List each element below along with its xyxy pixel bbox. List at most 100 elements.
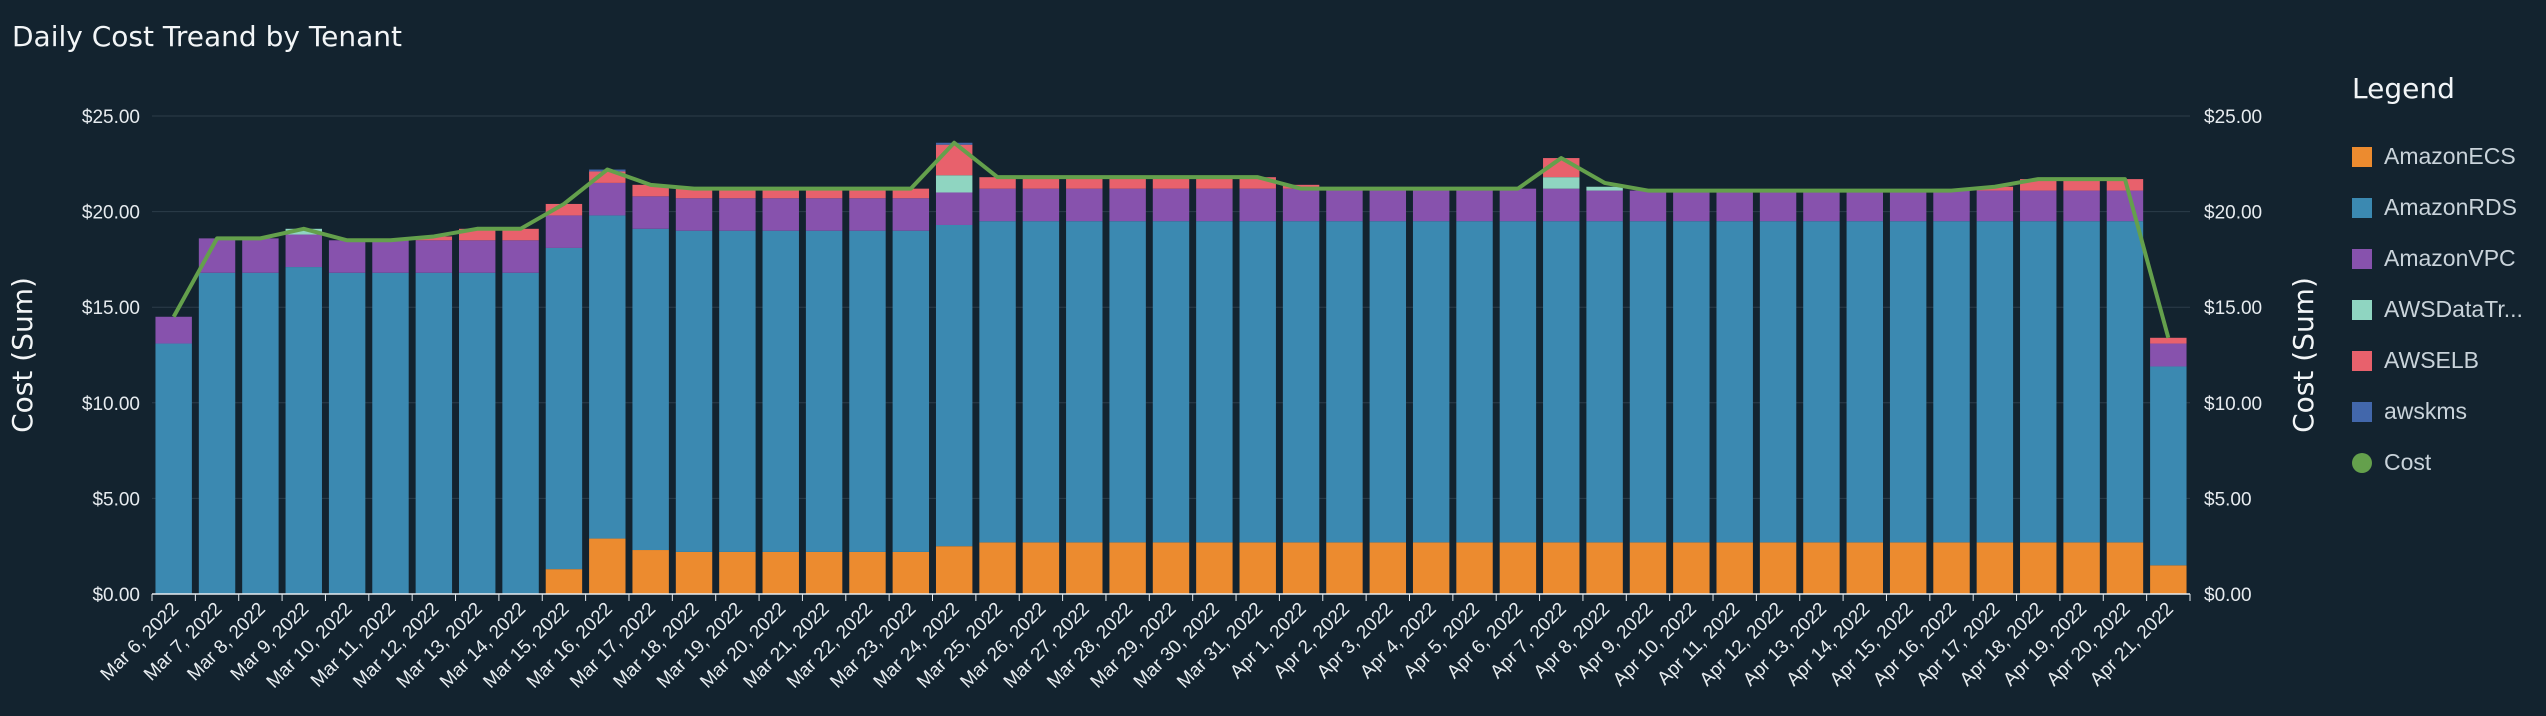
y-tick-label-right: $20.00 bbox=[2204, 203, 2262, 224]
bar-segment bbox=[2150, 366, 2187, 566]
legend-label: awskms bbox=[2384, 398, 2468, 424]
bar-segment bbox=[502, 240, 539, 273]
bar-segment bbox=[415, 272, 453, 594]
bar-segment bbox=[1369, 221, 1407, 543]
bar-segment bbox=[1066, 188, 1103, 222]
bar-segment bbox=[1586, 542, 1623, 594]
legend-item[interactable]: AWSELB bbox=[2352, 335, 2542, 386]
bar-segment bbox=[805, 230, 843, 552]
bar-segment bbox=[1239, 188, 1276, 222]
legend-item[interactable]: AmazonECS bbox=[2352, 131, 2542, 182]
bar-segment bbox=[2063, 542, 2100, 594]
bar-segment bbox=[1196, 221, 1233, 543]
legend-label: AWSELB bbox=[2384, 347, 2480, 373]
bar-segment bbox=[1022, 221, 1060, 543]
bar-segment bbox=[545, 215, 583, 248]
bar-segment bbox=[935, 192, 973, 225]
bar-segment bbox=[719, 188, 756, 199]
bar-segment bbox=[1282, 542, 1320, 594]
bar-segment bbox=[2106, 542, 2144, 594]
bar-segment bbox=[1846, 221, 1883, 543]
legend-item[interactable]: AWSDataTr... bbox=[2352, 284, 2542, 335]
bar-segment bbox=[675, 198, 713, 231]
legend-square-swatch bbox=[2352, 146, 2372, 167]
bar-segment bbox=[632, 550, 669, 594]
bar-segment bbox=[372, 272, 409, 594]
bar-segment bbox=[2063, 179, 2100, 191]
bar-segment bbox=[892, 188, 930, 199]
bar-segment bbox=[849, 188, 886, 199]
bar-segment bbox=[1282, 221, 1320, 543]
bar-segment bbox=[2020, 179, 2057, 191]
legend-item[interactable]: Cost bbox=[2352, 437, 2542, 488]
legend-item[interactable]: AmazonRDS bbox=[2352, 182, 2542, 233]
y-tick-label-right: $15.00 bbox=[2204, 298, 2262, 319]
bar-segment bbox=[1499, 188, 1537, 222]
bar-segment bbox=[1066, 542, 1103, 594]
legend-label: Cost bbox=[2384, 449, 2432, 475]
bar-segment bbox=[849, 230, 886, 552]
bar-segment bbox=[719, 230, 756, 552]
bar-segment bbox=[1543, 177, 1580, 189]
bar-segment bbox=[1933, 542, 1970, 594]
y-tick-label-left: $20.00 bbox=[82, 203, 140, 224]
bar-segment bbox=[1759, 221, 1797, 543]
bar-segment bbox=[935, 175, 973, 193]
bar-segment bbox=[1803, 221, 1840, 543]
bar-segment bbox=[762, 551, 799, 594]
legend-item[interactable]: AmazonVPC bbox=[2352, 233, 2542, 284]
y-tick-label-right: $0.00 bbox=[2204, 585, 2252, 606]
legend-title: Legend bbox=[2352, 72, 2455, 105]
bar-segment bbox=[1456, 221, 1493, 543]
y-tick-label-left: $0.00 bbox=[92, 585, 140, 606]
bar-segment bbox=[1152, 177, 1190, 189]
bar-segment bbox=[589, 538, 626, 594]
bar-segment bbox=[805, 198, 843, 231]
bar-segment bbox=[1716, 190, 1753, 222]
bar-segment bbox=[979, 188, 1016, 222]
bar-segment bbox=[2150, 565, 2187, 594]
bar-segment bbox=[1586, 190, 1623, 222]
bar-segment bbox=[1109, 188, 1146, 222]
bar-segment bbox=[1499, 221, 1537, 543]
bar-segment bbox=[1889, 190, 1927, 222]
bar-segment bbox=[1152, 542, 1190, 594]
bar-segment bbox=[2106, 190, 2144, 222]
bar-segment bbox=[2020, 190, 2057, 222]
bar-segment bbox=[849, 551, 886, 594]
legend-item[interactable]: awskms bbox=[2352, 386, 2542, 437]
bar-segment bbox=[1066, 177, 1103, 189]
bar-segment bbox=[155, 316, 192, 344]
legend-circle-swatch bbox=[2352, 452, 2372, 473]
bar-segment bbox=[1586, 186, 1623, 191]
bar-segment bbox=[1369, 542, 1407, 594]
bar-segment bbox=[675, 551, 713, 594]
bar-segment bbox=[1716, 542, 1753, 594]
bars bbox=[155, 142, 2187, 594]
bar-segment bbox=[1759, 542, 1797, 594]
bar-segment bbox=[935, 144, 973, 176]
y-tick-label-right: $5.00 bbox=[2204, 489, 2252, 510]
bar-segment bbox=[198, 272, 236, 594]
bar-segment bbox=[285, 267, 322, 594]
bar-segment bbox=[589, 171, 626, 183]
bar-segment bbox=[242, 272, 279, 594]
chart-title: Daily Cost Treand by Tenant bbox=[12, 20, 403, 53]
bar-segment bbox=[1803, 542, 1840, 594]
bar-segment bbox=[1889, 221, 1927, 543]
bar-segment bbox=[1456, 542, 1493, 594]
bar-segment bbox=[1412, 188, 1450, 222]
legend: Legend AmazonECS AmazonRDS AmazonVPC AWSDat… bbox=[2352, 72, 2542, 488]
y-tick-label-right: $10.00 bbox=[2204, 394, 2262, 415]
y-tick-label-left: $25.00 bbox=[82, 107, 140, 128]
bar-segment bbox=[1109, 221, 1146, 543]
bar-segment bbox=[892, 551, 930, 594]
bar-segment bbox=[805, 188, 843, 199]
bar-segment bbox=[719, 551, 756, 594]
legend-square-swatch bbox=[2352, 299, 2372, 320]
bar-segment bbox=[762, 230, 799, 552]
bar-segment bbox=[935, 224, 973, 547]
bar-segment bbox=[2150, 337, 2187, 344]
bar-segment bbox=[459, 228, 496, 241]
bar-segment bbox=[1759, 190, 1797, 222]
